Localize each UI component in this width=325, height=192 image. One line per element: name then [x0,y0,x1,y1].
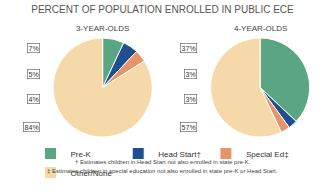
svg-text:Special Ed‡: Special Ed‡ [246,150,289,159]
svg-text:37%: 37% [182,45,196,52]
svg-text:3%: 3% [186,71,196,78]
svg-text:4-YEAR-OLDS: 4-YEAR-OLDS [234,24,287,33]
svg-text:3-YEAR-OLDS: 3-YEAR-OLDS [76,24,129,33]
svg-text:† Estimates children in Head S: † Estimates children in Head Start not a… [75,159,251,165]
svg-text:7%: 7% [29,45,39,52]
svg-text:4%: 4% [29,96,39,103]
svg-text:Other/None: Other/None [71,169,113,178]
svg-text:PERCENT OF POPULATION ENROLLED: PERCENT OF POPULATION ENROLLED IN PUBLIC… [31,4,294,15]
svg-text:5%: 5% [29,71,39,78]
svg-text:Pre-K: Pre-K [71,150,92,159]
svg-text:57%: 57% [182,124,196,131]
svg-text:Head Start†: Head Start† [158,150,201,159]
svg-text:3%: 3% [186,96,196,103]
svg-text:‡ Estimates children in specia: ‡ Estimates children in special educatio… [47,168,278,174]
svg-text:84%: 84% [25,124,39,131]
